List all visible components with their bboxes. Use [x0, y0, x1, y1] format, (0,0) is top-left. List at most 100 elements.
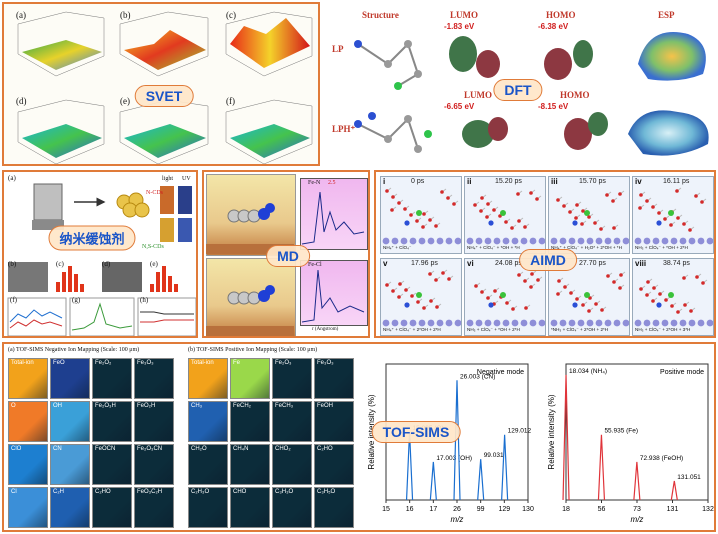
- aimd-frame-time: 38.74 ps: [663, 260, 690, 267]
- inh-label-d: (d): [102, 260, 111, 268]
- spectrum-peak: [429, 461, 437, 501]
- ion-map-label: FeOH: [317, 403, 334, 409]
- spectrum-title: Negative mode: [477, 369, 524, 376]
- ion-map-tile: Total-ion: [8, 358, 48, 399]
- aimd-frame-index: i: [383, 177, 386, 186]
- aimd-frame-caption: NH₃ + ClO₄⁻ + *OH + 2*H: [635, 245, 688, 250]
- md-molecules: [206, 203, 294, 336]
- peak-label: 131.051: [677, 474, 701, 481]
- ion-map-label: C₂HO: [95, 489, 111, 495]
- md-plot2-label: Fe-Cl: [308, 262, 322, 268]
- x-tick-label: 132: [702, 506, 714, 513]
- x-tick-label: 16: [406, 506, 414, 513]
- aimd-frame: iv 16.11 ps NH₃ + ClO₄⁻ + *OH + 2*H: [632, 176, 714, 254]
- peak-label: 18.034 (NH₄): [569, 368, 607, 375]
- aimd-tag: AIMD: [519, 249, 577, 271]
- aimd-frame-caption: NH₄⁺ + ClO₄⁻ + *OH + *H: [467, 245, 520, 250]
- dft-row-lph: LPH⁺: [332, 124, 356, 134]
- ion-map-label: FeOCN: [95, 446, 116, 452]
- ion-map-label: FeO₃C₂H: [137, 489, 163, 495]
- dot-label-ncds: N-CDs: [146, 190, 164, 196]
- x-tick-label: 129: [498, 506, 510, 513]
- ion-map-tile: C₃H₃O: [272, 487, 312, 528]
- ion-map-tile: CH₄N: [230, 444, 270, 485]
- ion-map-label: CHO₂: [275, 446, 291, 452]
- ion-map-tile: C₂H: [50, 487, 90, 528]
- ion-map-label: OH: [53, 403, 62, 409]
- inh-label-c: (c): [56, 260, 64, 268]
- spectrum-peak: [477, 459, 485, 501]
- x-tick-label: 18: [562, 506, 570, 513]
- ion-map-label: CH₂O: [191, 446, 207, 452]
- aimd-frame: i 0 ps NH₄⁺ + ClO₄⁻: [380, 176, 462, 254]
- ion-map-tile: FeO₂H: [134, 401, 174, 442]
- ion-map-tile: Fe₂O₃H: [92, 401, 132, 442]
- ion-map-tile: Total-ion: [188, 358, 228, 399]
- inh-label-b: (b): [8, 260, 17, 268]
- ion-map-label: Fe₂O₃H: [95, 403, 116, 409]
- aimd-frame-caption: NH₄⁺ + ClO₄⁻ + H₂O* + 2*OH + *H: [551, 245, 622, 250]
- x-tick-label: 130: [522, 506, 534, 513]
- aimd-frame-time: 16.11 ps: [663, 178, 690, 185]
- x-tick-label: 15: [382, 506, 390, 513]
- ion-map-label: O: [11, 403, 16, 409]
- svet-panel: (a) (b) (c) (d) (e) (f) SVET: [2, 2, 320, 166]
- ion-map-label: CN: [53, 446, 62, 452]
- ion-map-tile: CN: [50, 444, 90, 485]
- ion-map-tile: CHO₂: [272, 444, 312, 485]
- aimd-frame-time: 0 ps: [411, 178, 425, 185]
- svet-label-d: (d): [16, 96, 27, 106]
- inh-label-h: (h): [140, 296, 149, 304]
- lp-lumo-energy: -1.83 eV: [444, 22, 475, 31]
- md-plot1-z: 2.5: [328, 180, 336, 186]
- ion-map-label: Fe₃O₃: [137, 360, 154, 366]
- dft-header-structure: Structure: [362, 10, 399, 20]
- ion-map-tile: C₂HO: [314, 444, 354, 485]
- tof-pos-title: (b) TOF-SIMS Positive Ion Mapping (Scale…: [188, 347, 318, 353]
- x-tick-label: 56: [598, 506, 606, 513]
- y-axis-label: Relative intensity (%): [547, 394, 556, 469]
- ion-map-label: C₃H₃O: [275, 489, 294, 495]
- inhibitor-panel: (a) (b) (c) (d) (e) (f) (g) (h) light UV…: [2, 170, 198, 338]
- md-rdf-plot-1: [300, 178, 368, 250]
- ion-map-label: C₂HO: [317, 446, 333, 452]
- dot-label-nscds: N,S-CDs: [142, 244, 164, 250]
- aimd-frame: iii 15.70 ps NH₄⁺ + ClO₄⁻ + H₂O* + 2*OH + …: [548, 176, 630, 254]
- aimd-frame-index: iv: [635, 177, 642, 186]
- ion-map-label: FeO₂H: [137, 403, 156, 409]
- svet-label-e: (e): [120, 96, 130, 106]
- ion-map-tile: Fe: [230, 358, 270, 399]
- aimd-frame: v 17.96 ps NH₄⁺ + ClO₄⁻ + 2*OH + 2*H: [380, 258, 462, 336]
- md-rdf-plot-2: [300, 260, 368, 326]
- positive-spectrum: 18 56 73 131 132 m/z Relative intensity (%) Pos…: [547, 363, 714, 524]
- dft-molecules: [354, 32, 709, 156]
- lph-lumo-energy: -6.65 eV: [444, 102, 475, 111]
- dft-tag: DFT: [493, 79, 543, 101]
- dft-header-homo: HOMO: [546, 10, 576, 20]
- ion-map-tile: CHO: [230, 487, 270, 528]
- vial-label-uv: UV: [182, 176, 191, 182]
- aimd-frame-caption: NH₃ + ClO₄⁻ + 2*OH + 3*H: [635, 327, 691, 332]
- aimd-frame-time: 17.96 ps: [411, 260, 438, 267]
- inh-label-a: (a): [8, 174, 16, 182]
- ion-map-tile: C₂HO: [92, 487, 132, 528]
- ion-map-label: CHO: [233, 489, 247, 495]
- y-axis-label: Relative intensity (%): [367, 394, 376, 469]
- aimd-frame-index: ii: [467, 177, 472, 186]
- ion-map-label: FeO: [53, 360, 65, 366]
- svet-label-f: (f): [226, 96, 235, 106]
- ion-map-label: Fe₃O₃: [317, 360, 334, 366]
- aimd-frame-time: 15.70 ps: [579, 178, 606, 185]
- ion-map-label: Fe: [233, 360, 241, 366]
- aimd-frame: vii27.70 ps*NH₃ + ClO₄⁻ + 2*OH + 2*H: [548, 258, 630, 336]
- peak-label: 99.031: [484, 452, 504, 459]
- ion-map-label: FeCH₃: [275, 403, 294, 409]
- aimd-frame-caption: NH₄⁺ + ClO₄⁻: [383, 245, 412, 250]
- ion-map-label: FeCH₂: [233, 403, 251, 409]
- spectrum-peak: [670, 480, 678, 501]
- aimd-frame-caption: *NH₃ + ClO₄⁻ + 2*OH + 2*H: [551, 327, 609, 332]
- aimd-frame: vi 24.08 ps NH₃ + ClO₄⁻ + *OH + 2*H: [464, 258, 546, 336]
- x-tick-label: 99: [477, 506, 485, 513]
- aimd-frame-time: 15.20 ps: [495, 178, 522, 185]
- inh-label-e: (e): [150, 260, 158, 268]
